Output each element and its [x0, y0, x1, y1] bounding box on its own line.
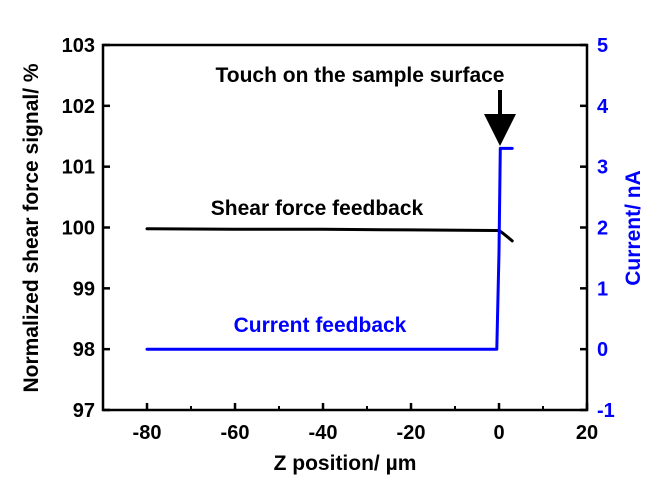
x-tick-label: -40 [309, 422, 338, 444]
y-tick-label: 99 [73, 278, 95, 300]
y2-tick-label: 4 [597, 96, 609, 118]
series-shear-force-feedback [145, 227, 514, 243]
annotation-current: Current feedback [234, 314, 407, 337]
y2-tick-label: 0 [597, 339, 608, 361]
x-tick-label: 20 [576, 422, 598, 444]
y-axis-title: Normalized shear force signal/ % [20, 63, 43, 392]
x-tick-label: -60 [221, 422, 250, 444]
x-axis-title: Z position/ µm [274, 452, 417, 475]
annotation-touch: Touch on the sample surface [215, 64, 504, 87]
y2-tick-label: 3 [597, 157, 608, 179]
y2-tick-label: -1 [597, 400, 615, 422]
y2-tick-label: 1 [597, 278, 608, 300]
y-tick-label: 97 [73, 400, 95, 422]
series-current-feedback [145, 146, 514, 351]
x-tick-label: 0 [493, 422, 504, 444]
y-tick-label: 101 [62, 157, 95, 179]
annotation-shear-force: Shear force feedback [211, 197, 424, 220]
y-tick-label: 102 [62, 96, 95, 118]
y-tick-label: 100 [62, 218, 95, 240]
x-tick-label: -20 [397, 422, 426, 444]
y-tick-label: 98 [73, 339, 95, 361]
y2-tick-label: 2 [597, 218, 608, 240]
x-tick-label: -80 [133, 422, 162, 444]
y2-axis-title: Current/ nA [622, 170, 645, 286]
y-tick-label: 103 [62, 35, 95, 57]
y2-tick-label: 5 [597, 35, 608, 57]
